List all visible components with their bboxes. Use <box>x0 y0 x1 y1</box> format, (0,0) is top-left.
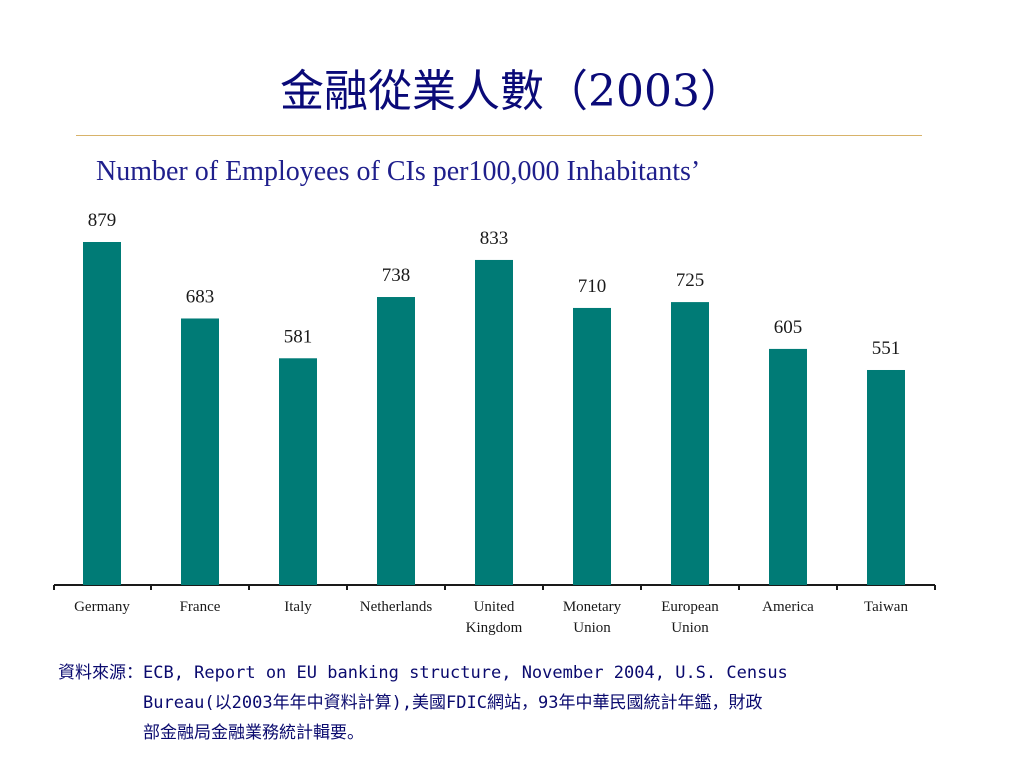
category-label: Monetary Union <box>563 599 622 636</box>
category-label: Taiwan <box>864 599 908 615</box>
category-label: United Kingdom <box>466 599 523 636</box>
bar <box>377 297 415 585</box>
bar <box>573 307 611 585</box>
category-label: European Union <box>661 599 719 636</box>
data-label: 605 <box>774 317 803 338</box>
category-label: Germany <box>74 599 130 615</box>
source-line: Bureau(以2003年年中資料計算),美國FDIC網站，93年中華民國統計年… <box>143 693 763 713</box>
bar <box>279 358 317 585</box>
bar <box>867 369 905 585</box>
data-label: 710 <box>578 276 607 297</box>
data-label: 879 <box>88 210 117 231</box>
slide-title: 金融從業人數（2003） <box>280 66 744 117</box>
category-label: America <box>762 599 814 615</box>
data-label: 581 <box>284 326 313 347</box>
source-prefix: 資料來源： <box>58 663 143 683</box>
data-label: 738 <box>382 265 411 286</box>
bar <box>475 259 513 585</box>
bar <box>671 302 709 585</box>
category-label: Netherlands <box>360 599 433 615</box>
title-divider <box>76 135 922 136</box>
source-body: ECB, Report on EU banking structure, Nov… <box>143 658 943 748</box>
source-line: ECB, Report on EU banking structure, Nov… <box>143 663 788 683</box>
category-label: Italy <box>284 599 312 615</box>
category-label: France <box>180 599 221 615</box>
data-label: 551 <box>872 338 901 359</box>
bar <box>769 348 807 585</box>
bar-chart: 879 Germany 683 France 581 Italy 738 Netherland… <box>53 210 936 636</box>
bar <box>83 242 121 585</box>
chart-title: Number of Employees of CIs per100,000 In… <box>96 156 701 187</box>
source-note: 資料來源： ECB, Report on EU banking structur… <box>58 658 988 748</box>
data-label: 683 <box>186 286 215 307</box>
bar <box>181 318 219 585</box>
data-label: 833 <box>480 228 509 249</box>
data-label: 725 <box>676 270 705 291</box>
source-line: 部金融局金融業務統計輯要。 <box>143 723 364 743</box>
